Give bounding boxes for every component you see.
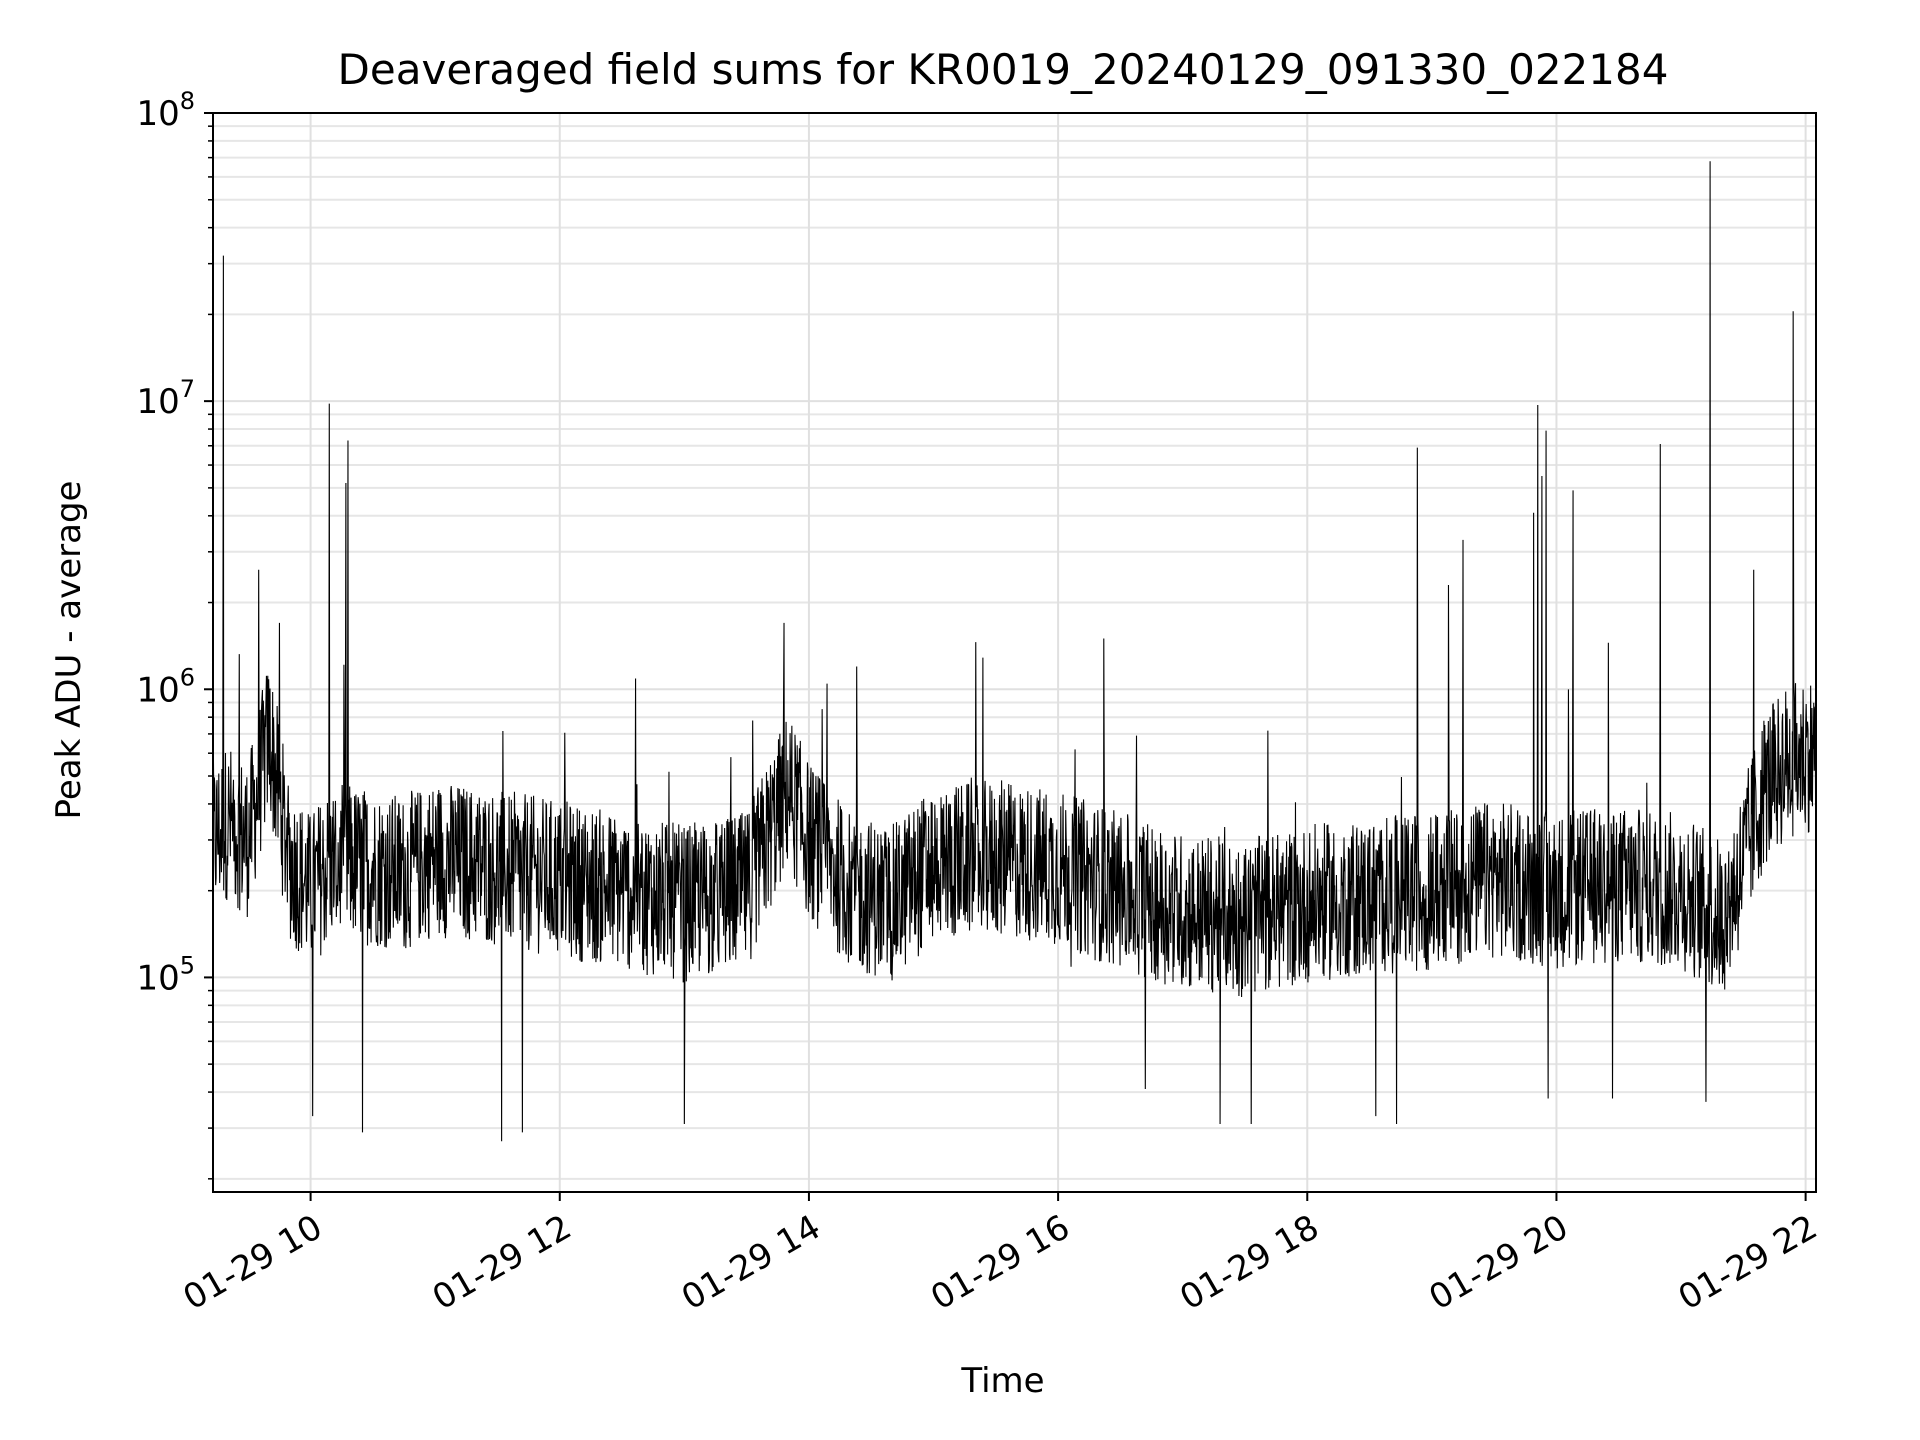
- y-axis: 105 106 107 108: [136, 87, 213, 1180]
- y-tick-label: 106: [136, 663, 195, 710]
- y-tick-label: 108: [136, 87, 195, 134]
- y-tick-label: 107: [136, 375, 195, 422]
- series-line: [212, 161, 1817, 1142]
- series-layer: [212, 161, 1817, 1142]
- y-tick-label: 105: [136, 951, 195, 998]
- chart-title: Deaveraged field sums for KR0019_2024012…: [338, 45, 1669, 94]
- y-axis-label: Peak ADU - average: [49, 481, 89, 820]
- plot-frame: [212, 112, 1817, 1193]
- x-axis-label: Time: [960, 1361, 1044, 1401]
